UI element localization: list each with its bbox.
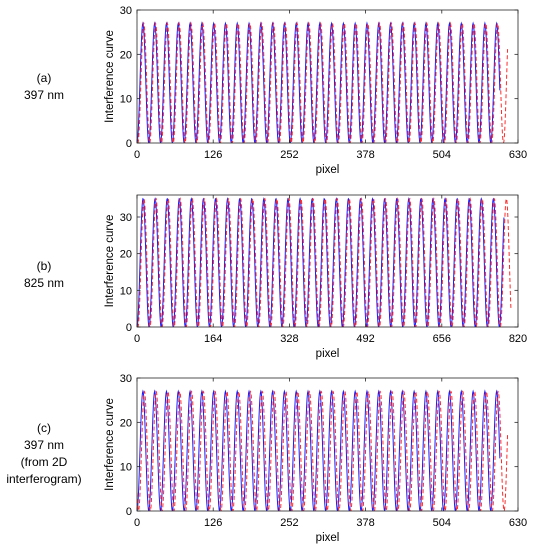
plot-frame — [136, 9, 519, 144]
panel-c-label: (c) 397 nm (from 2D interferogram) — [0, 420, 88, 488]
y-tick-label: 20 — [120, 249, 132, 261]
y-axis-label: Interference curve — [104, 30, 116, 123]
x-tick-label: 656 — [433, 333, 451, 345]
x-tick-label: 820 — [509, 333, 527, 345]
plot-frame — [136, 377, 519, 512]
x-tick-label: 0 — [134, 517, 140, 529]
x-tick-label: 0 — [134, 149, 140, 161]
y-tick-label: 30 — [120, 212, 132, 224]
panel-b-wavelength: 825 nm — [23, 276, 65, 290]
series-dashed-line — [137, 21, 509, 143]
y-tick-label: 0 — [126, 322, 132, 334]
x-tick-label: 126 — [204, 149, 222, 161]
panel-b-label: (b) 825 nm — [0, 258, 88, 292]
y-tick-label: 0 — [126, 506, 132, 518]
y-tick-label: 20 — [120, 49, 132, 61]
x-tick-label: 630 — [509, 149, 527, 161]
panel-c-wavelength: 397 nm — [23, 438, 65, 452]
y-tick-label: 30 — [120, 373, 132, 385]
x-tick-label: 504 — [433, 149, 451, 161]
panel-c-note-line2: interferogram) — [6, 472, 82, 486]
y-axis-label: Interference curve — [104, 215, 116, 308]
x-tick-label: 0 — [134, 333, 140, 345]
panel-c-letter: (c) — [37, 421, 51, 435]
x-axis-label: pixel — [316, 164, 340, 176]
x-tick-label: 378 — [356, 517, 374, 529]
panel-a-wavelength: 397 nm — [23, 88, 65, 102]
chart-panel-0: 0 126 252 378 504 630 0 10 20 30 pixel Interference… — [104, 5, 527, 176]
panel-c-note-line1: (from 2D — [20, 455, 68, 469]
chart-panel-2: 0 126 252 378 504 630 0 10 20 30 pixel Interference… — [104, 373, 527, 544]
y-tick-label: 10 — [120, 285, 132, 297]
chart-panel-1: 0 164 328 492 656 820 0 10 20 30 pixel Interference… — [104, 194, 527, 360]
x-tick-label: 126 — [204, 517, 222, 529]
x-axis-label: pixel — [316, 348, 340, 360]
plot-frame — [136, 194, 519, 328]
series-solid-line — [137, 389, 501, 511]
series-dashed-line — [137, 390, 509, 511]
y-tick-label: 30 — [120, 5, 132, 17]
series-dashed-line — [137, 197, 512, 327]
y-axis-label: Interference curve — [104, 398, 116, 491]
x-axis-label: pixel — [316, 532, 340, 544]
y-tick-label: 20 — [120, 417, 132, 429]
y-tick-label: 10 — [120, 462, 132, 474]
x-tick-label: 630 — [509, 517, 527, 529]
series-solid-line — [137, 21, 501, 143]
x-tick-label: 378 — [356, 149, 374, 161]
series-solid-line — [137, 197, 505, 327]
x-tick-label: 252 — [280, 517, 298, 529]
x-tick-label: 504 — [433, 517, 451, 529]
y-tick-label: 0 — [126, 138, 132, 150]
x-tick-label: 164 — [204, 333, 222, 345]
panel-a-letter: (a) — [36, 71, 52, 85]
y-tick-label: 10 — [120, 94, 132, 106]
x-tick-label: 252 — [280, 149, 298, 161]
panel-b-letter: (b) — [36, 259, 52, 273]
x-tick-label: 328 — [280, 333, 298, 345]
panel-a-label: (a) 397 nm — [0, 70, 88, 104]
x-tick-label: 492 — [356, 333, 374, 345]
